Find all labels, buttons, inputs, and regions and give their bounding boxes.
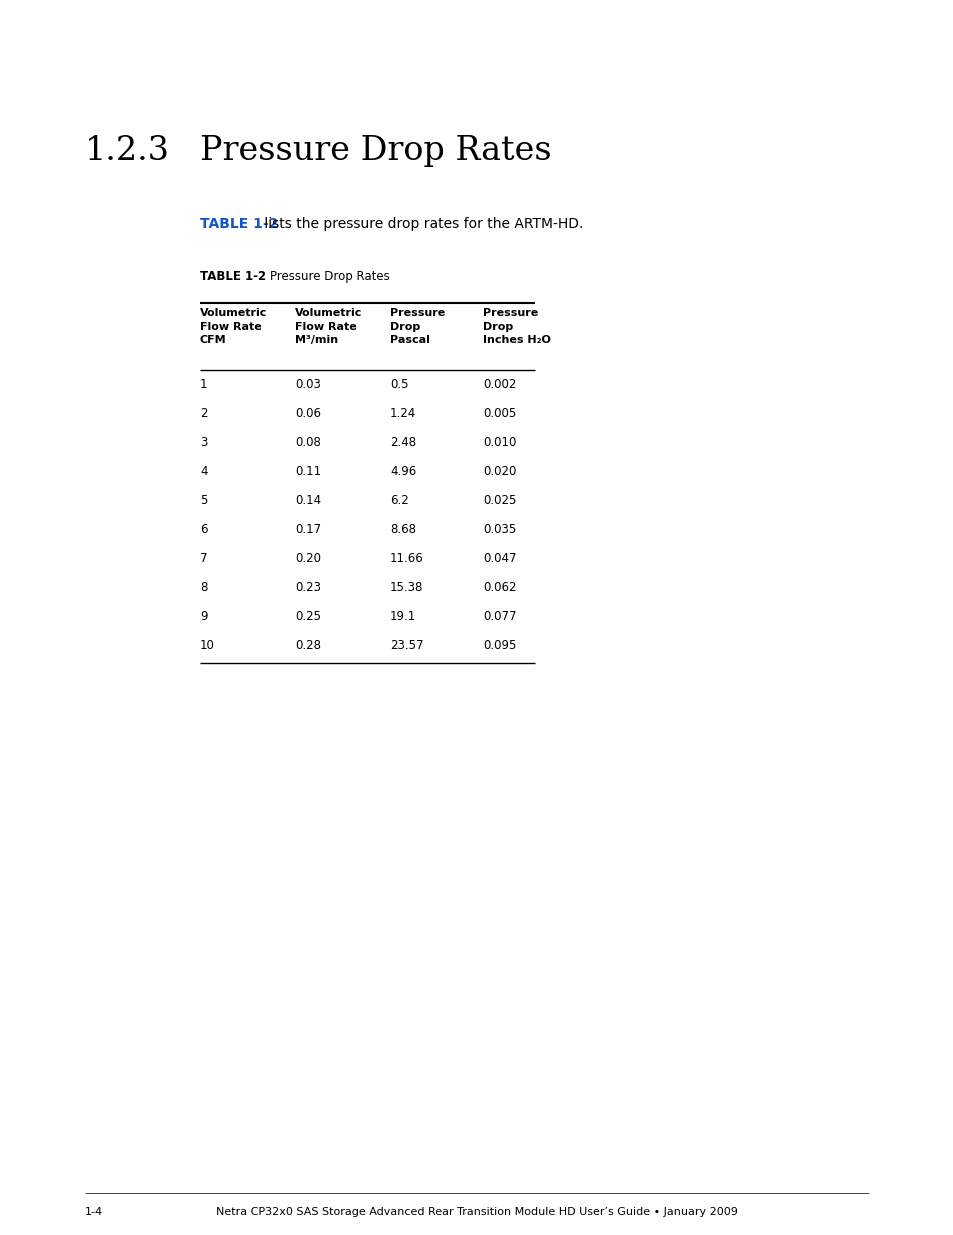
- Text: Pressure Drop Rates: Pressure Drop Rates: [270, 270, 390, 283]
- Text: 0.047: 0.047: [482, 552, 516, 564]
- Text: 1.24: 1.24: [390, 408, 416, 420]
- Text: 1: 1: [200, 378, 208, 391]
- Text: 4: 4: [200, 466, 208, 478]
- Text: 9: 9: [200, 610, 208, 622]
- Text: Flow Rate: Flow Rate: [200, 321, 261, 331]
- Text: Volumetric: Volumetric: [200, 308, 267, 317]
- Text: Pressure: Pressure: [482, 308, 537, 317]
- Text: 3: 3: [200, 436, 207, 450]
- Text: 0.002: 0.002: [482, 378, 516, 391]
- Text: 8.68: 8.68: [390, 522, 416, 536]
- Text: 6.2: 6.2: [390, 494, 408, 508]
- Text: lists the pressure drop rates for the ARTM-HD.: lists the pressure drop rates for the AR…: [260, 217, 583, 231]
- Text: 0.17: 0.17: [294, 522, 321, 536]
- Text: 0.020: 0.020: [482, 466, 516, 478]
- Text: Pressure Drop Rates: Pressure Drop Rates: [200, 135, 551, 167]
- Text: 0.28: 0.28: [294, 638, 320, 652]
- Text: Pascal: Pascal: [390, 335, 430, 345]
- Text: 6: 6: [200, 522, 208, 536]
- Text: 2: 2: [200, 408, 208, 420]
- Text: 7: 7: [200, 552, 208, 564]
- Text: 1.2.3: 1.2.3: [85, 135, 170, 167]
- Text: Flow Rate: Flow Rate: [294, 321, 356, 331]
- Text: 2.48: 2.48: [390, 436, 416, 450]
- Text: 0.14: 0.14: [294, 494, 321, 508]
- Text: 8: 8: [200, 580, 207, 594]
- Text: 0.11: 0.11: [294, 466, 321, 478]
- Text: CFM: CFM: [200, 335, 227, 345]
- Text: 0.08: 0.08: [294, 436, 320, 450]
- Text: M³/min: M³/min: [294, 335, 337, 345]
- Text: 10: 10: [200, 638, 214, 652]
- Text: TABLE 1-2: TABLE 1-2: [200, 270, 266, 283]
- Text: 4.96: 4.96: [390, 466, 416, 478]
- Text: Inches H₂O: Inches H₂O: [482, 335, 550, 345]
- Text: 0.23: 0.23: [294, 580, 320, 594]
- Text: 15.38: 15.38: [390, 580, 423, 594]
- Text: 0.5: 0.5: [390, 378, 408, 391]
- Text: 0.25: 0.25: [294, 610, 320, 622]
- Text: 0.06: 0.06: [294, 408, 320, 420]
- Text: 5: 5: [200, 494, 207, 508]
- Text: Pressure: Pressure: [390, 308, 445, 317]
- Text: 0.005: 0.005: [482, 408, 516, 420]
- Text: Drop: Drop: [390, 321, 420, 331]
- Text: Drop: Drop: [482, 321, 513, 331]
- Text: TABLE 1-2: TABLE 1-2: [200, 217, 278, 231]
- Text: 11.66: 11.66: [390, 552, 423, 564]
- Text: 23.57: 23.57: [390, 638, 423, 652]
- Text: 0.025: 0.025: [482, 494, 516, 508]
- Text: 19.1: 19.1: [390, 610, 416, 622]
- Text: 1-4: 1-4: [85, 1207, 103, 1216]
- Text: 0.035: 0.035: [482, 522, 516, 536]
- Text: Netra CP32x0 SAS Storage Advanced Rear Transition Module HD User’s Guide • Janua: Netra CP32x0 SAS Storage Advanced Rear T…: [215, 1207, 738, 1216]
- Text: 0.20: 0.20: [294, 552, 320, 564]
- Text: 0.010: 0.010: [482, 436, 516, 450]
- Text: 0.03: 0.03: [294, 378, 320, 391]
- Text: 0.062: 0.062: [482, 580, 516, 594]
- Text: 0.077: 0.077: [482, 610, 516, 622]
- Text: 0.095: 0.095: [482, 638, 516, 652]
- Text: Volumetric: Volumetric: [294, 308, 362, 317]
